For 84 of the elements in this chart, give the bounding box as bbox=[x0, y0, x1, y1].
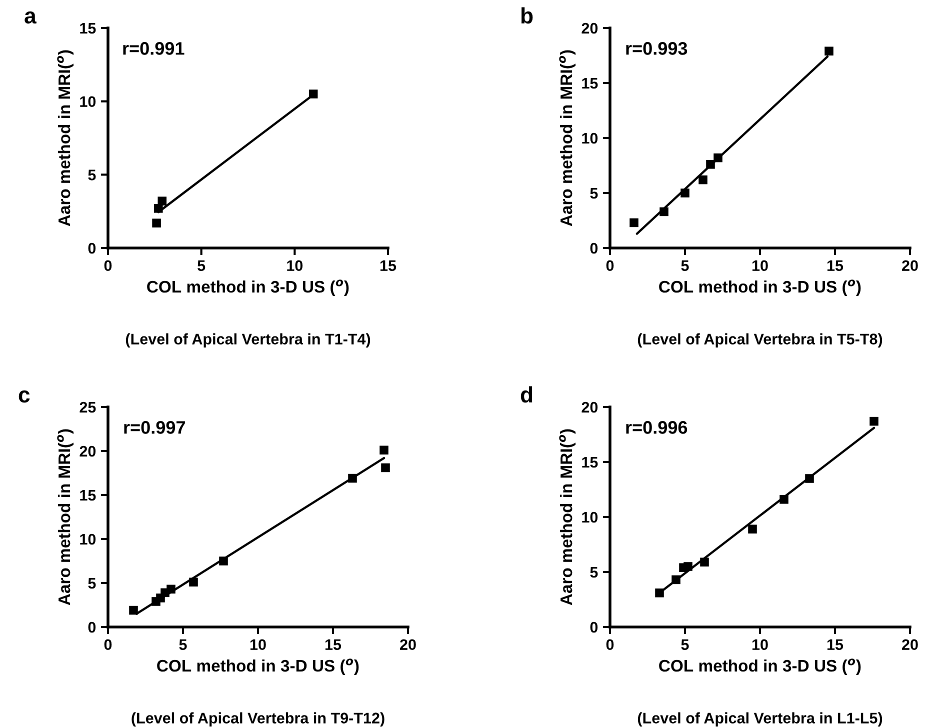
point bbox=[698, 175, 708, 184]
x-axis-title: COL method in 3-D US ($^{o}$) bbox=[659, 658, 861, 675]
y-tick-label: 0 bbox=[88, 622, 96, 633]
x-tick-label: 10 bbox=[752, 639, 768, 650]
point bbox=[660, 207, 668, 216]
y-axis-title: Aaro method in MRI($^{o}$) bbox=[57, 429, 74, 606]
y-tick-label: 0 bbox=[590, 242, 598, 254]
point bbox=[805, 474, 814, 483]
y-tick-label: 15 bbox=[80, 23, 96, 34]
x-tick-label: 10 bbox=[752, 260, 768, 272]
y-tick-label: 5 bbox=[590, 567, 598, 578]
point bbox=[308, 90, 318, 98]
point bbox=[158, 196, 167, 206]
x-tick-label: 0 bbox=[104, 260, 112, 272]
x-axis-title: COL method in 3-D US ($^{o}$) bbox=[157, 658, 359, 675]
point bbox=[706, 160, 715, 169]
x-tick-label: 0 bbox=[606, 260, 614, 272]
x-tick-label: 0 bbox=[104, 639, 112, 650]
y-tick-label: 15 bbox=[80, 490, 96, 501]
annotation: r=0.996 bbox=[626, 421, 688, 434]
x-axis-title: COL method in 3-D US ($^{o}$) bbox=[659, 280, 861, 296]
y-axis-title: Aaro method in MRI($^{o}$) bbox=[559, 429, 576, 606]
x-tick-label: 20 bbox=[902, 639, 918, 650]
x-tick-label: 15 bbox=[380, 260, 396, 272]
point bbox=[684, 562, 692, 571]
x-tick-label: 20 bbox=[400, 639, 416, 650]
x-tick-label: 15 bbox=[827, 260, 844, 272]
text: (Level of Apical Vertebra in T5-T8) bbox=[638, 333, 882, 348]
point bbox=[680, 188, 690, 198]
y-axis-title: Aaro method in MRI($^{o}$) bbox=[57, 50, 74, 226]
point bbox=[780, 495, 788, 504]
text: b bbox=[521, 7, 533, 24]
x-tick-label: 5 bbox=[681, 260, 689, 272]
text: (Level of Apical Vertebra in T1-T4) bbox=[126, 333, 370, 348]
y-axis-title: Aaro method in MRI($^{o}$) bbox=[559, 50, 576, 226]
y-tick-label: 15 bbox=[582, 457, 598, 468]
y-tick-label: 10 bbox=[80, 96, 96, 108]
point bbox=[700, 558, 709, 566]
point bbox=[129, 606, 138, 615]
point bbox=[714, 153, 722, 162]
annotation: r=0.997 bbox=[124, 421, 185, 434]
point bbox=[748, 524, 757, 534]
y-tick-label: 10 bbox=[582, 512, 598, 523]
text: (Level of Apical Vertebra in T9-T12) bbox=[132, 712, 384, 727]
y-tick-label: 20 bbox=[80, 446, 96, 457]
y-tick-label: 20 bbox=[582, 22, 598, 34]
x-tick-label: 15 bbox=[325, 639, 342, 650]
y-tick-label: 25 bbox=[80, 402, 96, 413]
annotation: r=0.991 bbox=[123, 42, 184, 55]
annotation: r=0.993 bbox=[626, 42, 688, 55]
point bbox=[824, 46, 834, 56]
x-tick-label: 15 bbox=[827, 639, 844, 650]
x-tick-label: 5 bbox=[198, 260, 206, 272]
point bbox=[630, 218, 638, 228]
point bbox=[672, 575, 680, 584]
point bbox=[219, 556, 228, 566]
y-tick-label: 10 bbox=[582, 132, 598, 144]
x-tick-label: 0 bbox=[606, 639, 614, 650]
y-tick-label: 5 bbox=[88, 578, 96, 589]
point bbox=[152, 218, 161, 228]
point bbox=[381, 463, 390, 472]
y-tick-label: 5 bbox=[88, 170, 96, 180]
point bbox=[870, 416, 878, 426]
y-tick-label: 10 bbox=[80, 534, 96, 545]
y-tick-label: 0 bbox=[88, 242, 96, 254]
y-tick-label: 0 bbox=[590, 622, 598, 633]
x-tick-label: 5 bbox=[681, 639, 689, 650]
text: (Level of Apical Vertebra in L1-L5) bbox=[638, 712, 882, 727]
y-tick-label: 15 bbox=[582, 78, 598, 89]
text: c bbox=[18, 390, 30, 403]
x-tick-label: 10 bbox=[287, 260, 303, 272]
text: d bbox=[520, 386, 532, 403]
x-tick-label: 5 bbox=[179, 639, 187, 650]
y-tick-label: 5 bbox=[590, 188, 598, 199]
point bbox=[348, 474, 357, 483]
x-axis-title: COL method in 3-D US ($^{o}$) bbox=[147, 280, 349, 296]
point bbox=[166, 584, 176, 594]
point bbox=[655, 588, 664, 598]
point bbox=[189, 578, 198, 587]
x-tick-label: 20 bbox=[902, 260, 918, 272]
x-tick-label: 10 bbox=[250, 639, 266, 650]
y-tick-label: 20 bbox=[582, 402, 598, 413]
point bbox=[380, 446, 388, 455]
text: a bbox=[24, 11, 36, 24]
